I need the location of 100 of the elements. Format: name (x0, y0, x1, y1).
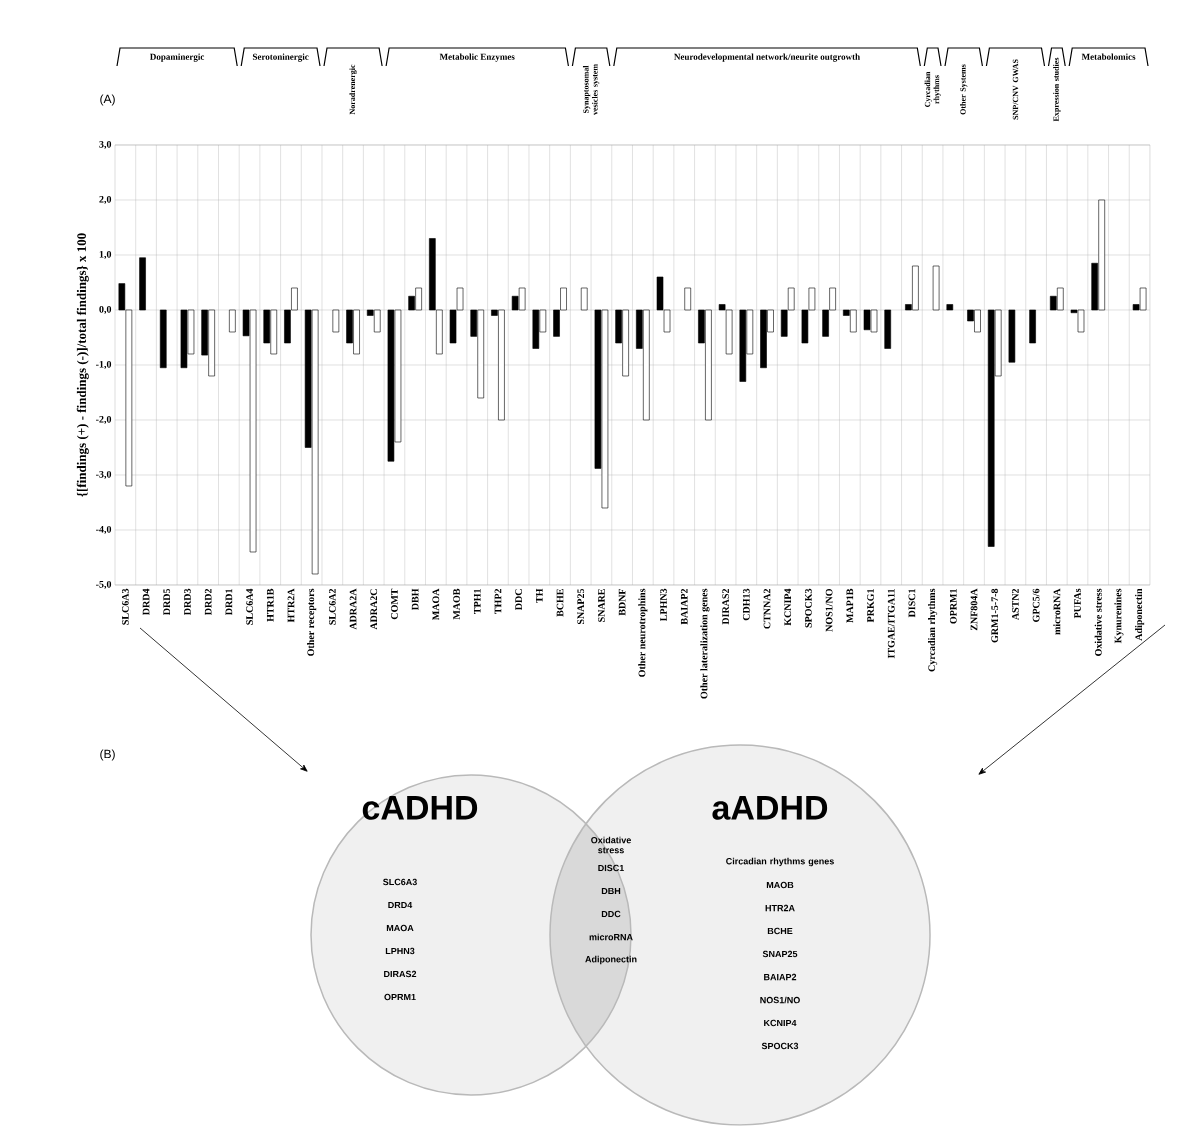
text: MAOB (766, 881, 794, 889)
text: LPHN3 (385, 947, 415, 955)
text: Other Systems (960, 64, 968, 115)
bar (1008, 309, 1016, 363)
x-tick-label: COMT (391, 588, 398, 620)
text: (A) (100, 94, 115, 106)
x-tick-label: BAIAP2 (680, 589, 688, 625)
text: OPRM1 (384, 993, 416, 1001)
x-tick-label: Other neurotrophins (638, 588, 648, 677)
x-tick-label: Adiponectin (1135, 588, 1145, 641)
bar (946, 304, 954, 311)
bar (684, 287, 692, 311)
x-tick-label: ASTN2 (1012, 589, 1019, 621)
x-tick-label: TH (536, 588, 543, 603)
x-tick-label: Cyrcadian rhythms (928, 588, 938, 672)
text: MAOA (386, 924, 414, 932)
x-tick-label: ADRA2C (370, 589, 378, 630)
x-tick-label: NOS1/NO (825, 589, 833, 632)
y-tick-label: -1,0 (96, 361, 112, 370)
y-tick-label: -3,0 (96, 471, 112, 480)
x-tick-label: MAOA (432, 588, 440, 621)
text: SLC6A3 (383, 878, 417, 886)
x-tick-label: OPRM1 (949, 589, 957, 624)
text: Metabolomics (1081, 53, 1136, 60)
text: Noradrenergic (349, 64, 357, 115)
x-tick-label: PRKG1 (867, 589, 874, 623)
x-tick-label: Oxidative stress (1094, 588, 1102, 657)
x-tick-label: DRD3 (184, 588, 191, 616)
x-tick-label: SPOCK3 (805, 588, 812, 628)
text: SNAP25 (762, 950, 798, 958)
x-tick-label: microRNA (1053, 588, 1061, 635)
x-tick-label: SNAP25 (577, 589, 585, 625)
x-tick-label: TPH1 (473, 589, 481, 615)
bar (159, 309, 167, 369)
bar (580, 287, 588, 311)
x-tick-label: DRD4 (142, 588, 150, 616)
x-tick-label: KCNIP4 (784, 588, 792, 626)
x-tick-label: CDH13 (742, 588, 750, 621)
bar (1029, 309, 1036, 344)
x-tick-label: HTR2A (287, 588, 295, 623)
text: microRNA (589, 933, 633, 941)
text: Oxidative stress (591, 836, 631, 854)
x-tick-label: ITGAE/ITGA11 (887, 589, 895, 659)
x-tick-label: THP2 (494, 589, 502, 615)
x-tick-label: MAOB (453, 588, 460, 620)
text: DBH (601, 888, 621, 895)
text: DIRAS2 (384, 970, 417, 978)
text: NOS1/NO (760, 996, 800, 1004)
y-tick-label: -2,0 (96, 416, 112, 425)
y-tick-label: -4,0 (96, 526, 112, 535)
text: Circadian rhythms genes (726, 857, 834, 867)
text: Metabolic Enzymes (439, 53, 515, 62)
y-axis-title: {[findings (+) - findings (-)]/total findings} x 100 (76, 233, 89, 497)
x-tick-label: DDC (515, 589, 522, 611)
x-tick-label: DRD2 (204, 589, 212, 616)
text: Serotoninergic (252, 53, 309, 62)
text: (B) (100, 749, 115, 761)
text: HTR2A (765, 904, 795, 912)
bar (139, 257, 146, 311)
text: SNP/CNV GWAS (1012, 59, 1019, 120)
y-tick-label: 0,0 (99, 306, 112, 315)
bar (932, 265, 940, 311)
x-tick-label: DBH (411, 588, 419, 611)
x-tick-label: SLC6A4 (246, 588, 253, 625)
text: Cyrcadian rhythms (924, 71, 941, 108)
x-tick-label: HTR1B (266, 588, 274, 622)
y-tick-label: -5,0 (96, 581, 112, 590)
x-tick-label: DISC1 (908, 589, 916, 618)
x-tick-label: MAP1B (846, 588, 854, 623)
x-tick-label: DIRAS2 (722, 589, 729, 625)
x-tick-label: DRD5 (163, 589, 171, 616)
x-tick-label: Other receptors (307, 588, 317, 656)
y-tick-label: 1,0 (99, 251, 112, 260)
text: SPOCK3 (761, 1042, 799, 1050)
text: KCNIP4 (764, 1019, 797, 1027)
text: BAIAP2 (764, 973, 797, 981)
text: Synaptosomal vesicles system (582, 64, 600, 116)
text: DRD4 (388, 902, 413, 909)
x-tick-label: CTNNA2 (763, 589, 771, 629)
x-tick-label: DRD1 (225, 589, 233, 616)
text: Expression studies (1053, 57, 1061, 122)
bar (884, 309, 892, 349)
x-tick-label: ADRA2A (349, 588, 357, 630)
text: BCHE (767, 927, 793, 935)
x-tick-label: ZNF804A (970, 588, 978, 631)
x-tick-label: GRM1-5-7-8 (991, 588, 999, 643)
x-tick-label: Kynurenines (1114, 588, 1124, 644)
bar (229, 309, 236, 333)
x-tick-label: SLC6A3 (122, 588, 129, 625)
y-tick-label: 2,0 (99, 196, 112, 205)
text: Dopaminergic (150, 53, 205, 62)
text: Neurodevelopmental network/neurite outgrowth (674, 53, 860, 62)
x-tick-label: LPHN3 (660, 588, 667, 622)
text: cADHD (362, 796, 478, 820)
x-tick-label: BCHE (556, 589, 564, 617)
y-tick-label: 3,0 (99, 141, 112, 150)
text: aADHD (712, 796, 828, 820)
x-tick-label: BDNF (618, 589, 626, 616)
bar (332, 309, 340, 333)
x-tick-label: SNARE (598, 589, 605, 623)
